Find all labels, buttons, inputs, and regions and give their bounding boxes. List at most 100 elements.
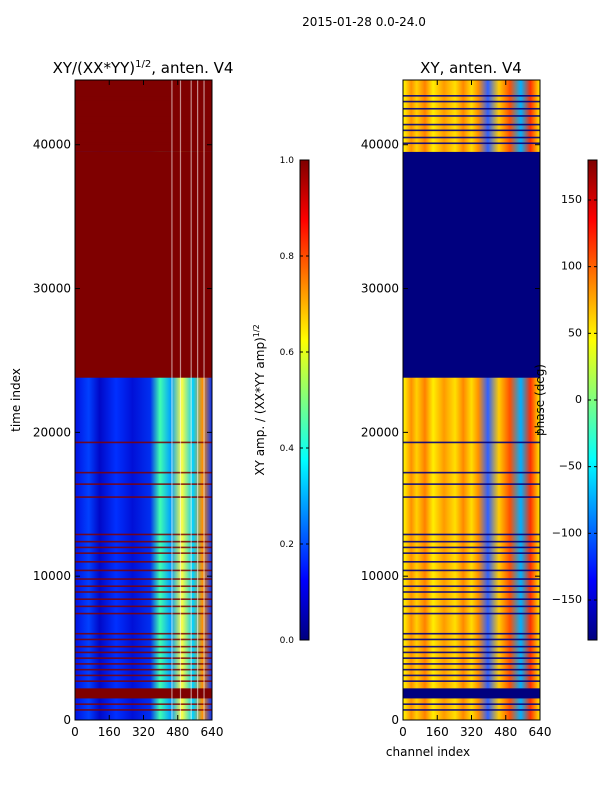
phase-flagged-row xyxy=(403,95,540,97)
amplitude-flagged-row xyxy=(75,129,212,132)
phase-flagged-row xyxy=(403,632,540,635)
amplitude-heatmap-panel: XY/(XX*YY)1/2, anten. V4 0 160 320 480 640 0 1… xyxy=(9,59,233,739)
colorbar-tick-label: −150 xyxy=(552,593,582,606)
amplitude-flagged-row xyxy=(75,483,212,485)
amplitude-flagged-row xyxy=(75,638,212,641)
amplitude-flagged-row xyxy=(75,471,212,474)
phase-flagged-row xyxy=(403,533,540,536)
phase-heatmap-image xyxy=(403,80,540,720)
amplitude-flagged-row xyxy=(75,703,212,705)
phase-flagged-row xyxy=(403,612,540,615)
amplitude-y-tick-label: 0 xyxy=(63,713,71,727)
amplitude-flagged-row xyxy=(75,657,212,659)
amplitude-x-tick-label: 640 xyxy=(201,725,224,739)
phase-flagged-row xyxy=(403,552,540,554)
amplitude-flagged-row xyxy=(75,540,212,543)
amplitude-channel-gap xyxy=(190,80,192,720)
phase-flagged-row xyxy=(403,129,540,132)
amplitude-panel-title: XY/(XX*YY)1/2, anten. V4 xyxy=(53,59,234,77)
phase-x-tick-label: 0 xyxy=(399,725,407,739)
amplitude-saturated-region xyxy=(75,151,212,378)
amplitude-channel-gap xyxy=(203,80,205,720)
amplitude-x-tick-label: 0 xyxy=(71,725,79,739)
amplitude-saturated-region xyxy=(75,688,212,699)
amplitude-flagged-row xyxy=(75,612,212,615)
amplitude-heatmap-image xyxy=(75,80,212,720)
amplitude-flagged-row xyxy=(75,591,212,593)
colorbar-tick-label: 0 xyxy=(575,393,582,406)
phase-colorbar-label: phase (deg) xyxy=(533,364,547,436)
amplitude-colorbar-label: XY amp. / (XX*YY amp)1/2 xyxy=(252,324,267,475)
phase-flagged-row xyxy=(403,496,540,498)
amplitude-flagged-row xyxy=(75,709,212,711)
phase-x-tick-label: 160 xyxy=(426,725,449,739)
phase-x-tick-label: 640 xyxy=(529,725,552,739)
phase-flagged-row xyxy=(403,546,540,549)
phase-heatmap-panel: XY, anten. V4 0 160 320 480 640 0 10000 20000 30… xyxy=(361,59,552,759)
phase-flagged-row xyxy=(403,540,540,543)
phase-flagged-row xyxy=(403,663,540,665)
phase-flagged-row xyxy=(403,483,540,485)
phase-y-tick-label: 20000 xyxy=(361,425,399,439)
phase-flagged-row xyxy=(403,668,540,671)
phase-flagged-row xyxy=(403,136,540,139)
amplitude-flagged-row xyxy=(75,546,212,549)
phase-flagged-region xyxy=(403,151,540,378)
amplitude-y-tick-label: 10000 xyxy=(33,569,71,583)
amplitude-flagged-row xyxy=(75,142,212,145)
phase-flagged-row xyxy=(403,680,540,682)
phase-flagged-row xyxy=(403,578,540,580)
colorbar-tick-label: 0.0 xyxy=(280,636,295,646)
amplitude-colorbar: 0.0 0.2 0.4 0.6 0.8 1.0 XY amp. / (XX*YY amp)… xyxy=(252,156,310,646)
phase-flagged-row xyxy=(403,598,540,600)
amplitude-x-tick-label: 160 xyxy=(98,725,121,739)
phase-y-tick-label: 40000 xyxy=(361,138,399,152)
colorbar-tick-label: 100 xyxy=(561,260,582,273)
amplitude-x-tick-label: 480 xyxy=(166,725,189,739)
amplitude-flagged-row xyxy=(75,95,212,97)
colorbar-tick-label: 0.6 xyxy=(280,348,295,358)
phase-flagged-row xyxy=(403,638,540,641)
colorbar-tick-label: −100 xyxy=(552,526,582,539)
amplitude-flagged-row xyxy=(75,632,212,635)
amplitude-flagged-row xyxy=(75,651,212,654)
amplitude-flagged-row xyxy=(75,441,212,444)
phase-flagged-row xyxy=(403,560,540,563)
phase-flagged-row xyxy=(403,709,540,711)
amplitude-flagged-row xyxy=(75,645,212,648)
colorbar-tick-label: 50 xyxy=(568,326,582,339)
phase-flagged-row xyxy=(403,651,540,654)
phase-colorbar: 150 100 50 0 −50 −100 −150 phase (deg) xyxy=(533,159,598,641)
amplitude-y-tick-label: 20000 xyxy=(33,425,71,439)
phase-y-tick-label: 10000 xyxy=(361,569,399,583)
phase-flagged-row xyxy=(403,100,540,103)
amplitude-channel-gap xyxy=(179,80,182,720)
phase-flagged-row xyxy=(403,142,540,145)
amplitude-flagged-row xyxy=(75,560,212,563)
phase-flagged-row xyxy=(403,645,540,648)
phase-x-tick-label: 480 xyxy=(494,725,517,739)
colorbar-tick-label: 0.4 xyxy=(280,444,295,454)
phase-flagged-row xyxy=(403,123,540,126)
amplitude-x-tick-label: 320 xyxy=(132,725,155,739)
colorbar-tick-label: 0.2 xyxy=(280,540,294,550)
amplitude-colorbar-ramp xyxy=(299,159,310,641)
amplitude-flagged-row xyxy=(75,674,212,677)
amplitude-flagged-row xyxy=(75,663,212,665)
amplitude-flagged-row xyxy=(75,123,212,126)
amplitude-flagged-row xyxy=(75,533,212,536)
phase-x-tick-label: 320 xyxy=(460,725,483,739)
phase-flagged-row xyxy=(403,585,540,588)
phase-flagged-row xyxy=(403,657,540,659)
phase-flagged-row xyxy=(403,703,540,705)
colorbar-tick-label: −50 xyxy=(559,460,582,473)
phase-flagged-row xyxy=(403,471,540,474)
amplitude-y-axis-label: time index xyxy=(9,368,23,432)
colorbar-tick-label: 1.0 xyxy=(280,156,295,166)
amplitude-flagged-row xyxy=(75,578,212,580)
amplitude-flagged-row xyxy=(75,552,212,554)
amplitude-y-tick-label: 40000 xyxy=(33,138,71,152)
amplitude-flagged-row xyxy=(75,107,212,110)
amplitude-flagged-row xyxy=(75,668,212,671)
